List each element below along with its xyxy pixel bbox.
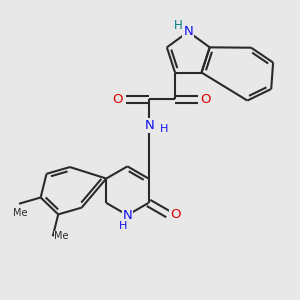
Text: Me: Me — [13, 208, 28, 218]
Text: O: O — [170, 208, 181, 221]
Text: N: N — [183, 25, 193, 38]
Text: O: O — [200, 92, 211, 106]
Text: H: H — [174, 19, 182, 32]
Text: Me: Me — [54, 231, 69, 241]
Text: N: N — [145, 119, 155, 132]
Text: N: N — [122, 208, 132, 222]
Text: H: H — [160, 124, 168, 134]
Text: O: O — [112, 92, 123, 106]
Text: H: H — [119, 221, 127, 231]
